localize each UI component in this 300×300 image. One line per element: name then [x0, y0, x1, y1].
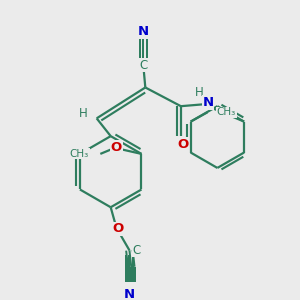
Text: O: O [112, 222, 124, 235]
Text: H: H [79, 107, 88, 120]
Text: N: N [138, 25, 149, 38]
Text: C: C [139, 58, 148, 71]
Text: CH₃: CH₃ [217, 107, 236, 117]
Text: O: O [177, 138, 188, 151]
Text: N: N [202, 96, 214, 109]
Text: O: O [111, 141, 122, 154]
Text: H: H [195, 86, 204, 99]
Text: N: N [124, 288, 135, 300]
Text: C: C [132, 244, 140, 257]
Text: CH₃: CH₃ [70, 149, 89, 159]
